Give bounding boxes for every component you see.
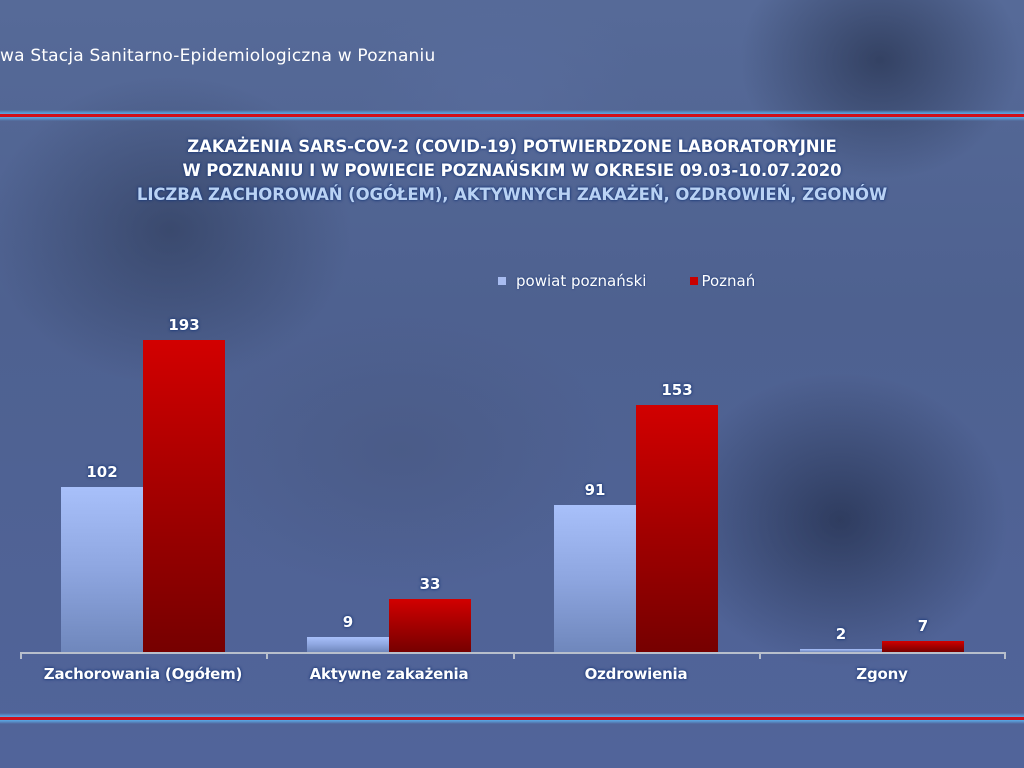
- bar-powiat-poznanski-ozdrowienia: [554, 505, 636, 652]
- data-label: 153: [661, 381, 693, 399]
- x-axis-category-label: Zgony: [856, 665, 908, 683]
- chart-title-line-2: W POZNANIU I W POWIECIE POZNAŃSKIM W OKR…: [182, 161, 842, 180]
- bar-poznan-zgony: [882, 641, 964, 652]
- x-axis-tick: [759, 652, 761, 659]
- legend-item-poznan: Poznań: [690, 272, 755, 290]
- bar-powiat-poznanski-zgony: [800, 649, 882, 652]
- x-axis-tick: [20, 652, 22, 659]
- data-label: 9: [342, 613, 354, 631]
- top-divider: [0, 110, 1024, 121]
- x-axis-category-label: Zachorowania (Ogółem): [43, 665, 243, 683]
- data-label: 193: [168, 316, 200, 334]
- x-axis-tick: [513, 652, 515, 659]
- x-axis-tick: [1004, 652, 1006, 659]
- bar-powiat-poznanski-aktywne-zakazenia: [307, 637, 389, 652]
- organization-header: wa Stacja Sanitarno-Epidemiologiczna w P…: [0, 46, 436, 66]
- bar-poznan-zachorowania-ogolem: [143, 340, 225, 652]
- legend-swatch-powiat: [498, 277, 506, 285]
- data-label: 102: [86, 463, 118, 481]
- chart-title-line-1: ZAKAŻENIA SARS-COV-2 (COVID-19) POTWIERD…: [187, 137, 837, 156]
- bottom-divider: [0, 713, 1024, 724]
- legend-label-powiat: powiat poznański: [516, 272, 647, 290]
- x-axis: [20, 652, 1005, 654]
- bar-poznan-aktywne-zakazenia: [389, 599, 471, 652]
- chart-legend: powiat poznański Poznań: [498, 271, 755, 291]
- data-label: 33: [419, 575, 441, 593]
- legend-swatch-poznan: [690, 277, 699, 285]
- data-label: 91: [584, 481, 606, 499]
- bar-poznan-ozdrowienia: [636, 405, 718, 652]
- x-axis-category-label: Aktywne zakażenia: [309, 665, 469, 683]
- x-axis-category-label: Ozdrowienia: [584, 665, 688, 683]
- chart-subtitle: LICZBA ZACHOROWAŃ (OGÓŁEM), AKTYWNYCH ZA…: [136, 185, 888, 204]
- x-axis-tick: [266, 652, 268, 659]
- data-label: 2: [835, 625, 847, 643]
- bar-powiat-poznanski-zachorowania-ogolem: [61, 487, 143, 652]
- data-label: 7: [917, 617, 929, 635]
- legend-label-poznan: Poznań: [701, 272, 756, 290]
- legend-item-powiat: powiat poznański: [498, 272, 646, 290]
